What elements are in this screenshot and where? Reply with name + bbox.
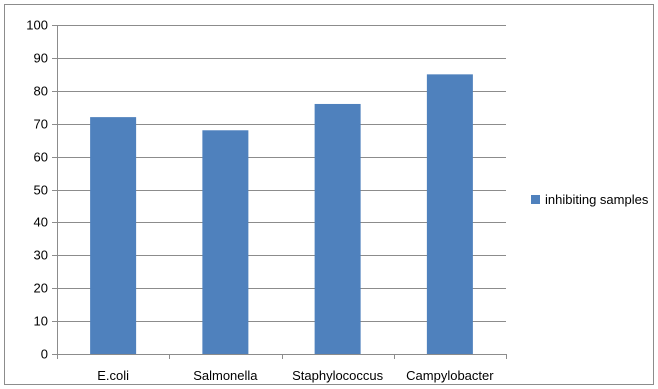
bars — [90, 74, 473, 355]
x-category-label: Staphylococcus — [292, 368, 384, 383]
y-tick-label: 60 — [34, 150, 48, 165]
legend: inhibiting samples — [531, 192, 649, 207]
y-tick-label: 40 — [34, 215, 48, 230]
bar — [202, 130, 249, 354]
y-tick-label: 90 — [34, 51, 48, 66]
x-category-label: Campylobacter — [406, 368, 494, 383]
y-tick-label: 50 — [34, 183, 48, 198]
legend-label: inhibiting samples — [545, 192, 649, 207]
x-axis-categories: E.coli Salmonella Staphylococcus Campylobac… — [57, 354, 507, 383]
y-tick-label: 10 — [34, 314, 48, 329]
bar — [90, 117, 137, 355]
y-tick-label: 30 — [34, 248, 48, 263]
bar — [314, 103, 361, 355]
x-category-label: E.coli — [97, 368, 129, 383]
y-axis-ticks: 0 10 20 30 40 50 60 70 80 90 100 — [26, 18, 57, 362]
y-tick-label: 20 — [34, 281, 48, 296]
bar — [426, 74, 473, 354]
y-tick-label: 70 — [34, 117, 48, 132]
y-tick-label: 80 — [34, 84, 48, 99]
legend-swatch — [531, 195, 540, 204]
x-category-label: Salmonella — [193, 368, 258, 383]
y-tick-label: 100 — [26, 18, 48, 33]
y-tick-label: 0 — [41, 347, 48, 362]
